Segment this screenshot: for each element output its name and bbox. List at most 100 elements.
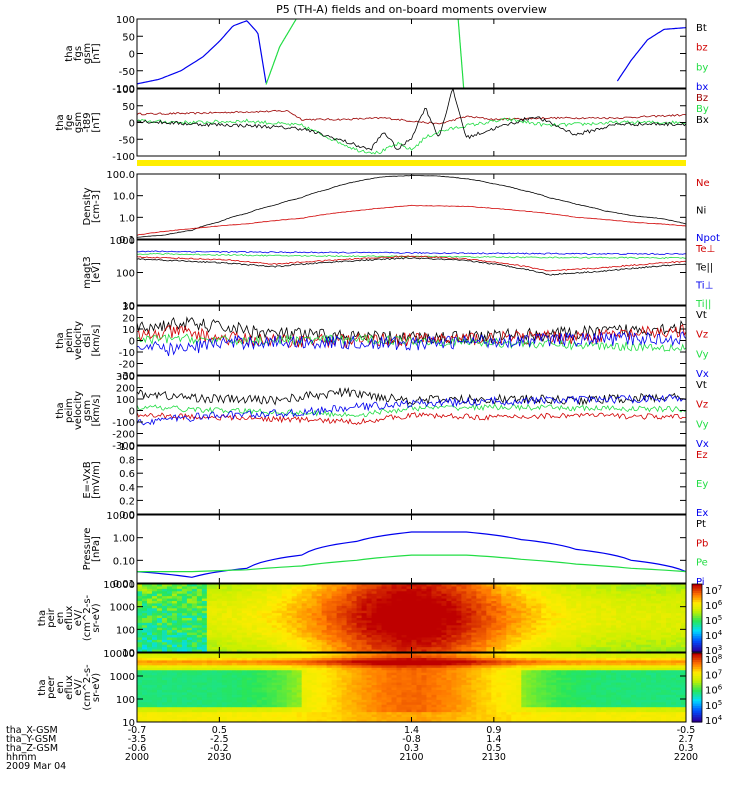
y-tick-label: 0 [129,337,135,348]
panel-frame [137,240,686,305]
y-axis-label: [nT] [91,43,102,63]
series-group [137,318,686,356]
series-group [137,175,686,237]
y-axis-label: [km/s] [91,324,102,356]
y-tick-label: -100 [112,418,135,429]
series-line-Ti⊥ [137,251,686,255]
y-tick-label: -200 [112,430,135,441]
colorbar-tick-label: 105 [705,614,722,627]
series-group [137,19,686,88]
series-line-Vz [137,413,686,425]
legend-entry: Vy [696,349,709,360]
colorbar-tick-label: 106 [705,599,723,612]
y-tick-label: 1.00 [113,534,135,545]
series-line-By [137,118,686,154]
spectrogram [137,653,687,723]
y-tick-label: 300 [116,372,135,383]
y-tick-label: -50 [119,67,135,78]
legend-entry: by [696,62,708,73]
y-tick-label: 20 [122,314,135,325]
y-tick-label: 10000 [103,580,135,591]
series-line-Pe [137,555,686,572]
legend-entry: Ni [696,206,706,217]
legend-entry: Vz [696,400,708,411]
legend-entry: Ne [696,178,710,189]
y-tick-label: 1.0 [119,213,135,224]
series-line-Te|| [137,258,686,276]
y-tick-label: -20 [119,360,135,371]
y-tick-label: 10.00 [106,511,135,522]
series-line-by [266,19,296,85]
y-tick-label: 0.8 [119,456,135,467]
y-axis-label: [nPa] [91,536,102,562]
colorbar-tick-label: 104 [705,629,723,642]
legend-entry: Te|| [695,262,713,273]
legend-entry: Vy [696,419,709,430]
legend-entry: Bt [696,23,707,34]
series-group [137,89,686,154]
panel-9: 10710610510410310000100010010thapeirenef… [37,580,723,659]
legend-entry: Te⊥ [695,244,715,255]
series-line-Vt [137,388,686,405]
series-line-Ni [137,175,686,237]
y-tick-label: 50 [122,102,135,113]
legend-entry: Ez [696,450,708,461]
legend-entry: Ey [696,479,708,490]
panel-frame [137,376,686,445]
y-tick-label: 100 [116,15,135,26]
y-tick-label: 0.4 [119,483,135,494]
panel-6: VtVzVyVx3002001000-100-200-300thapeimvel… [55,372,709,452]
y-tick-label: -100 [112,152,135,163]
legend-entry: Ti|| [695,299,711,310]
y-axis-label: [km/s] [91,394,102,426]
y-tick-label: 0 [129,50,135,61]
legend-entry: Vx [696,369,709,380]
legend-entry: Bz [696,93,708,104]
y-tick-label: 0 [129,407,135,418]
series-group [137,251,686,275]
y-tick-label: 100.0 [106,170,135,181]
panel-frame [137,19,686,88]
legend-entry: Vz [696,330,708,341]
y-axis-label: [cm-3] [91,190,102,223]
legend-entry: Pt [696,519,706,530]
y-axis-label: [nT] [91,112,102,132]
spectrogram [137,584,687,653]
y-tick-label: 200 [116,384,135,395]
series-line-Vx [137,332,686,356]
panel-frame [137,446,686,514]
y-tick-label: 100 [116,625,135,636]
series-group [137,532,686,577]
y-tick-label: 100 [116,85,135,96]
y-tick-label: -50 [119,135,135,146]
y-tick-label: 100 [116,395,135,406]
chart-title: P5 (TH-A) fields and on-board moments ov… [276,3,547,16]
series-line-by [458,19,464,88]
panel-frame [137,174,686,239]
panel-5: VtVzVyVx3020100-10-20-30thapeimvelocityd… [55,302,709,382]
series-line-bx [137,21,266,84]
series-line-bx [617,28,686,82]
legend-entry: bz [696,43,708,54]
y-tick-label: 1000 [110,236,135,247]
legend-entry: Vx [696,439,709,450]
y-tick-label: 10 [122,325,135,336]
legend-entry: Pe [696,558,708,569]
legend-entry: Ti⊥ [695,281,713,292]
legend-entry: bx [696,82,708,93]
legend-entry: Npot [696,233,720,244]
legend-entry: Bx [696,115,709,126]
series-line-Vz [137,325,686,348]
legend-entry: By [696,104,709,115]
legend-entry: Ex [696,508,708,519]
legend-entry: Vt [696,380,707,391]
legend-entry: Pb [696,538,708,549]
colorbar-tick-label: 107 [705,584,722,597]
series-group [137,388,686,425]
